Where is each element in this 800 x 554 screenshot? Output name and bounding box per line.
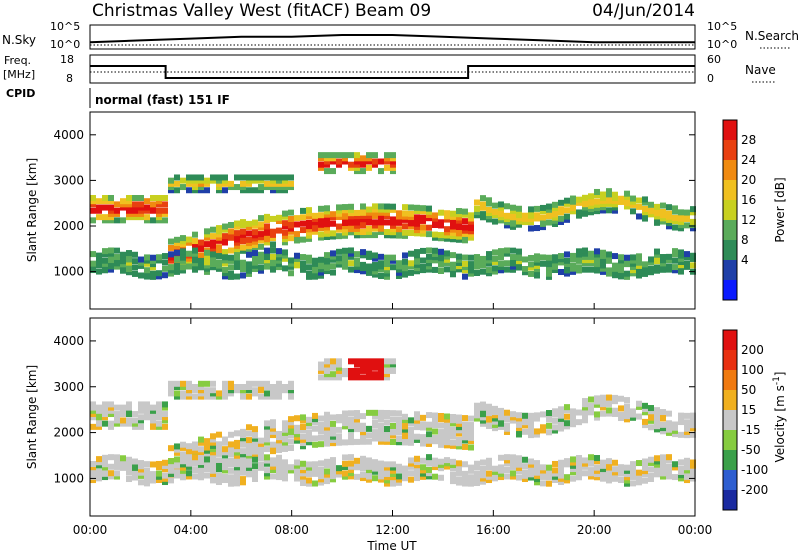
y-tick-label: 4000 bbox=[53, 334, 84, 348]
power-y-ticks: 1000 2000 3000 4000 bbox=[53, 128, 695, 279]
power-y-axis-label: Slant Range [km] bbox=[25, 158, 39, 262]
y-tick-label: 3000 bbox=[53, 173, 84, 187]
nsky-right-tick-bottom: 10^0 bbox=[707, 38, 737, 51]
y-tick-label: 1000 bbox=[53, 265, 84, 279]
colorbar-tick-label: -200 bbox=[741, 483, 768, 497]
power-heatmap bbox=[90, 152, 696, 280]
x-tick-label: 00:00 bbox=[678, 523, 713, 537]
cpid-label: CPID bbox=[6, 87, 35, 100]
colorbar-swatch bbox=[723, 220, 737, 240]
nsky-left-tick-bottom: 10^0 bbox=[50, 38, 80, 51]
velocity-y-axis-label: Slant Range [km] bbox=[25, 365, 39, 469]
colorbar-swatch bbox=[723, 470, 737, 490]
colorbar-swatch bbox=[723, 450, 737, 470]
y-tick-label: 1000 bbox=[53, 471, 84, 485]
colorbar-tick-label: 200 bbox=[741, 343, 764, 357]
colorbar-tick-label: 8 bbox=[741, 233, 749, 247]
colorbar-swatch bbox=[723, 370, 737, 390]
x-tick-label: 16:00 bbox=[476, 523, 511, 537]
nsky-series-line bbox=[89, 34, 695, 44]
nsky-right-tick-top: 10^5 bbox=[707, 20, 737, 33]
freq-left-tick-top: 18 bbox=[60, 53, 74, 66]
freq-panel-frame bbox=[89, 54, 696, 84]
velocity-y-ticks: 1000 2000 3000 4000 bbox=[53, 334, 695, 485]
colorbar-tick-label: 15 bbox=[741, 403, 756, 417]
cpid-text: normal (fast) 151 IF bbox=[95, 93, 230, 107]
x-tick-label: 04:00 bbox=[174, 523, 209, 537]
colorbar-swatch bbox=[723, 160, 737, 180]
colorbar-swatch bbox=[723, 240, 737, 260]
colorbar-tick-label: 24 bbox=[741, 153, 756, 167]
colorbar-tick-label: -15 bbox=[741, 423, 761, 437]
colorbar-swatch bbox=[723, 200, 737, 220]
nsky-panel-frame bbox=[89, 24, 696, 50]
nsky-left-tick-top: 10^5 bbox=[50, 20, 80, 33]
colorbar-swatch bbox=[723, 330, 737, 350]
colorbar-swatch bbox=[723, 180, 737, 200]
x-tick-label: 08:00 bbox=[274, 523, 309, 537]
colorbar-swatch bbox=[723, 350, 737, 370]
nsearch-label: N.Search bbox=[745, 29, 799, 43]
colorbar-tick-label: 28 bbox=[741, 133, 756, 147]
colorbar-tick-label: 12 bbox=[741, 213, 756, 227]
date-label: 04/Jun/2014 bbox=[592, 1, 695, 21]
freq-left-tick-bottom: 8 bbox=[66, 72, 73, 85]
power-colorbar: 28 24 20 16 12 8 4 bbox=[722, 119, 756, 301]
velocity-colorbar-label: Velocity [m s-1] bbox=[772, 372, 787, 463]
colorbar-tick-label: -50 bbox=[741, 443, 761, 457]
freq-right-tick-top: 60 bbox=[707, 53, 721, 66]
colorbar-tick-label: -100 bbox=[741, 463, 768, 477]
freq-label-line1: Freq. bbox=[4, 54, 31, 67]
colorbar-tick-label: 4 bbox=[741, 253, 749, 267]
x-tick-label: 20:00 bbox=[577, 523, 612, 537]
freq-label-line2: [MHz] bbox=[3, 68, 35, 81]
y-tick-label: 2000 bbox=[53, 219, 84, 233]
y-tick-label: 2000 bbox=[53, 426, 84, 440]
colorbar-swatch bbox=[723, 430, 737, 450]
x-axis-label: Time UT bbox=[366, 539, 417, 553]
station-title: Christmas Valley West (fitACF) bbox=[92, 1, 350, 21]
colorbar-swatch bbox=[723, 140, 737, 160]
colorbar-swatch bbox=[723, 490, 737, 510]
colorbar-swatch bbox=[723, 260, 737, 280]
colorbar-tick-label: 16 bbox=[741, 193, 756, 207]
nsky-label: N.Sky bbox=[2, 33, 36, 47]
colorbar-swatch bbox=[723, 120, 737, 140]
velocity-colorbar: 200 100 50 15 -15 -50 -100 -200 bbox=[722, 329, 768, 511]
colorbar-swatch bbox=[723, 390, 737, 410]
freq-right-tick-bottom: 0 bbox=[707, 72, 714, 85]
freq-series-line bbox=[90, 65, 695, 79]
x-tick-label: 12:00 bbox=[375, 523, 410, 537]
beam-label: Beam 09 bbox=[355, 1, 431, 21]
colorbar-tick-label: 20 bbox=[741, 173, 756, 187]
colorbar-swatch bbox=[723, 410, 737, 430]
y-tick-label: 4000 bbox=[53, 128, 84, 142]
nave-label: Nave bbox=[745, 63, 776, 77]
y-tick-label: 3000 bbox=[53, 380, 84, 394]
x-tick-label: 00:00 bbox=[73, 523, 108, 537]
colorbar-swatch bbox=[723, 280, 737, 300]
colorbar-tick-label: 100 bbox=[741, 363, 764, 377]
colorbar-tick-label: 50 bbox=[741, 383, 756, 397]
velocity-heatmap bbox=[90, 358, 696, 487]
x-axis-ticks: 00:00 04:00 08:00 12:00 16:00 20:00 00:00 bbox=[73, 303, 713, 537]
power-colorbar-label: Power [dB] bbox=[773, 177, 787, 242]
